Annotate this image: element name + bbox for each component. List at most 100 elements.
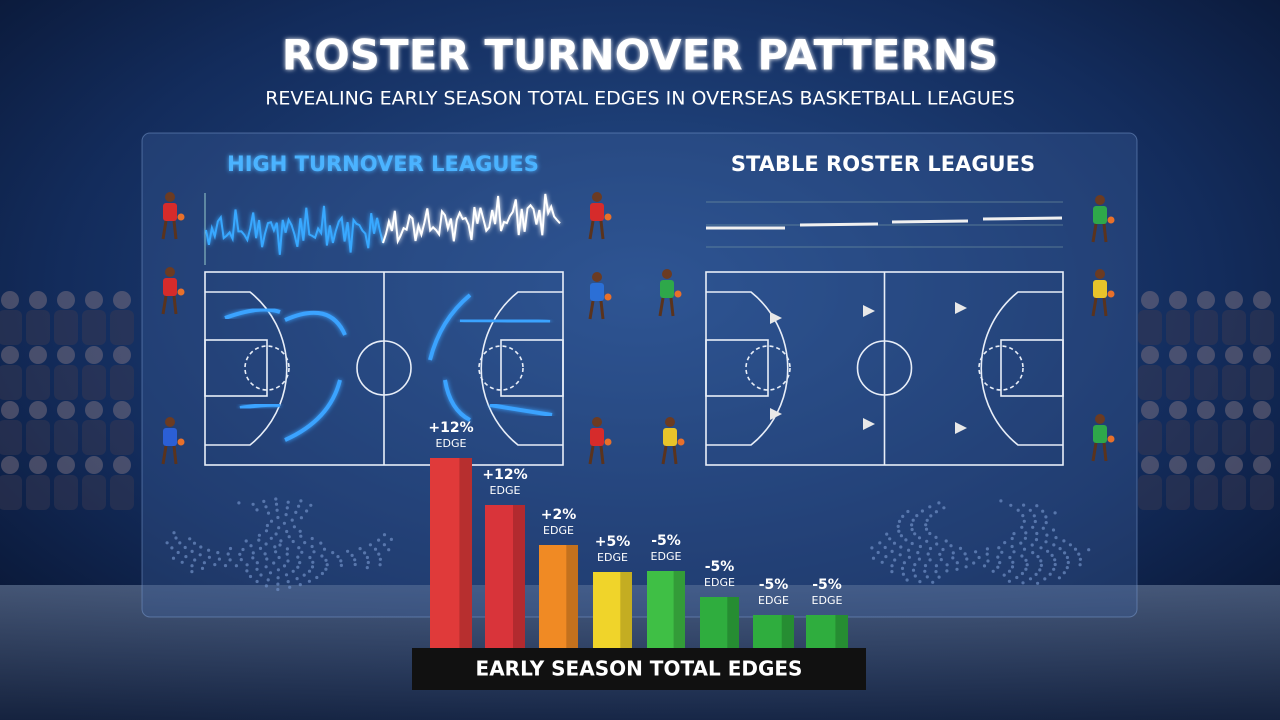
spectator <box>1253 401 1271 419</box>
map-dot <box>1065 566 1069 570</box>
map-dot <box>285 506 289 510</box>
map-dot <box>1035 504 1039 508</box>
map-dot <box>929 514 933 518</box>
map-dot <box>1034 572 1038 577</box>
map-dot <box>373 547 378 551</box>
spectator <box>29 346 47 364</box>
map-dot <box>178 541 182 545</box>
bar-label: +12% <box>428 420 473 436</box>
key-circle <box>978 345 1024 391</box>
map-dot <box>904 538 908 542</box>
map-dot <box>239 558 243 562</box>
map-dot <box>1022 547 1027 551</box>
bar <box>700 597 739 648</box>
map-dot <box>264 542 268 546</box>
courts <box>204 271 1064 466</box>
map-dot <box>287 535 291 539</box>
map-dot <box>951 556 955 560</box>
map-dot <box>296 555 300 559</box>
map-dot <box>890 570 894 574</box>
bar-shade <box>459 458 472 648</box>
map-dot <box>900 566 905 571</box>
player-head <box>1095 195 1105 205</box>
player-leg <box>588 445 595 465</box>
bar <box>539 545 578 648</box>
map-dot <box>1051 528 1056 532</box>
map-dot <box>905 578 909 582</box>
map-dot <box>324 558 328 562</box>
map-dot <box>198 553 202 557</box>
movement-arrow <box>284 310 347 336</box>
basketball <box>674 290 682 298</box>
map-dot <box>945 569 949 573</box>
player-leg <box>599 300 605 320</box>
map-dot <box>277 555 281 560</box>
map-dot <box>998 561 1002 565</box>
bar-sublabel: EDGE <box>651 550 682 563</box>
map-dot <box>286 580 290 584</box>
map-dot <box>972 561 976 565</box>
map-dot <box>1033 519 1037 524</box>
player-head <box>592 417 602 427</box>
map-dot <box>934 510 939 514</box>
map-dot <box>1024 531 1028 535</box>
map-dot <box>299 516 303 520</box>
spectator <box>54 310 78 345</box>
map-dot <box>944 539 948 543</box>
map-dot <box>955 567 959 571</box>
map-dot <box>1030 543 1034 547</box>
key-circle <box>478 345 524 391</box>
bar <box>593 572 632 648</box>
spectator <box>85 401 103 419</box>
map-dot <box>305 509 309 513</box>
map-dot <box>890 564 894 568</box>
map-dot <box>382 543 386 547</box>
map-dot <box>265 557 269 561</box>
map-dot <box>985 547 990 551</box>
map-dot <box>870 546 874 550</box>
map-dot <box>276 587 280 592</box>
spectator <box>29 456 47 474</box>
key <box>500 339 564 397</box>
spectator <box>1250 310 1274 345</box>
map-dot <box>264 565 268 569</box>
map-dot <box>1021 581 1025 585</box>
map-dot <box>291 569 295 573</box>
three-arc <box>980 291 1063 446</box>
map-dot <box>312 550 316 554</box>
map-dot <box>303 541 307 545</box>
map-dot <box>1008 555 1012 560</box>
map-dot <box>910 527 914 532</box>
map-dot <box>264 584 268 588</box>
spectator <box>0 365 22 400</box>
bar <box>753 615 794 648</box>
map-dot <box>1053 511 1057 515</box>
map-dot <box>937 501 941 505</box>
map-dot <box>1023 536 1027 540</box>
map-dot <box>278 543 282 547</box>
map-dot <box>1032 514 1036 518</box>
map-dot <box>924 527 929 531</box>
spectator <box>57 401 75 419</box>
movement-arrow <box>239 402 281 410</box>
map-dot <box>991 569 995 573</box>
map-dot <box>389 537 393 542</box>
map-dot <box>365 566 369 570</box>
map-dot <box>880 560 884 564</box>
map-dot <box>996 565 1000 569</box>
map-dot <box>965 557 969 561</box>
map-dot <box>387 548 391 552</box>
map-dot <box>906 509 910 514</box>
map-dot <box>297 504 301 508</box>
map-dot <box>925 539 929 543</box>
map-dot <box>907 548 911 552</box>
player-head <box>662 269 672 279</box>
map-dot <box>899 534 904 538</box>
bar <box>485 505 525 648</box>
bar-label: -5% <box>705 559 735 575</box>
map-dot <box>1000 550 1004 554</box>
map-dot <box>248 574 253 579</box>
spectator <box>1225 291 1243 309</box>
player-leg <box>172 220 178 240</box>
spectator <box>54 475 78 510</box>
